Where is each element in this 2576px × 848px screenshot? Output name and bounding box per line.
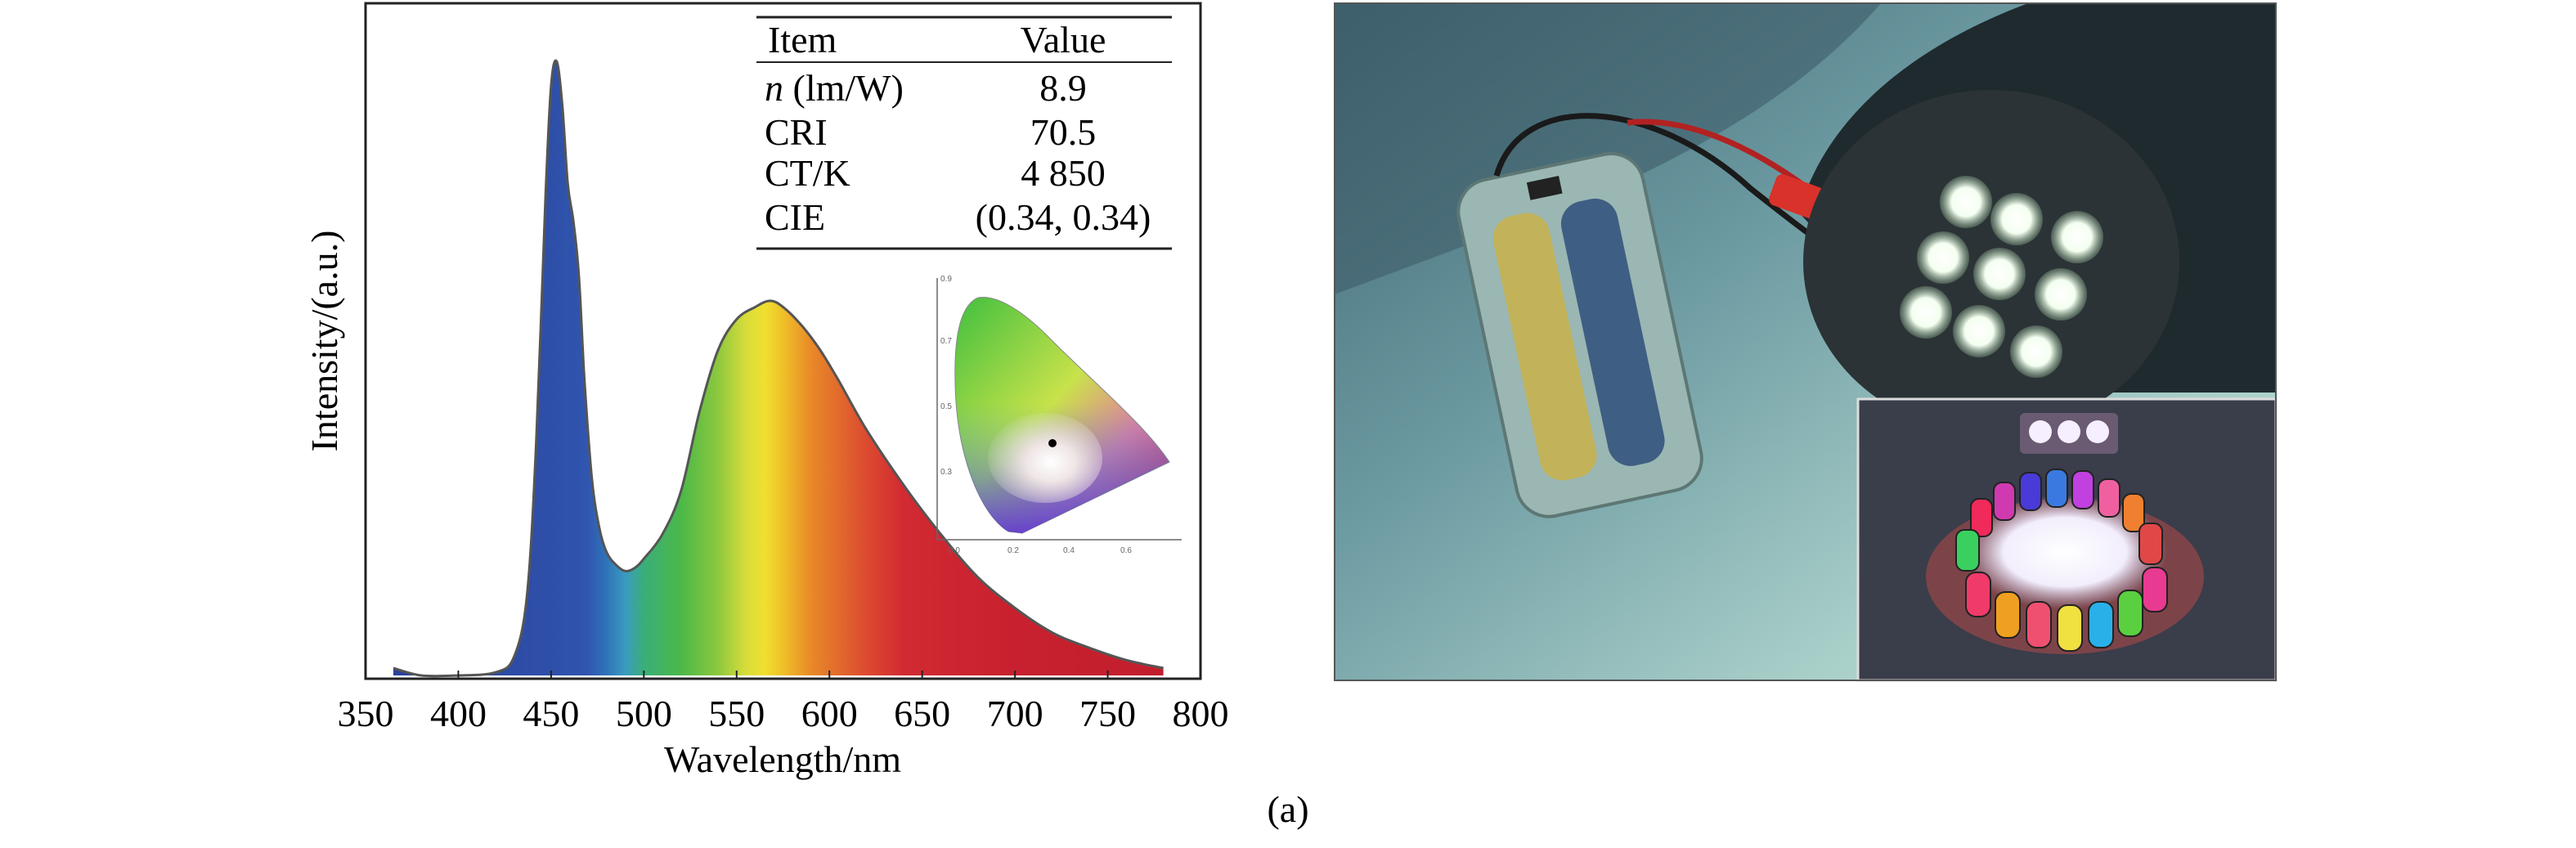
x-tick-label: 600 xyxy=(801,693,858,734)
table-header-value: Value xyxy=(1021,19,1106,61)
battery-pack-image xyxy=(1456,151,1703,518)
table-row-label-text: (lm/W) xyxy=(783,67,904,109)
x-tick-label: 800 xyxy=(1173,693,1229,734)
svg-text:0.4: 0.4 xyxy=(1063,546,1075,555)
x-tick-label: 500 xyxy=(616,693,672,734)
table-row-label: CRI xyxy=(765,111,828,153)
x-tick-label: 650 xyxy=(894,693,950,734)
led-photo xyxy=(1334,2,2278,682)
led-ring-inset-image xyxy=(1856,397,2278,682)
x-tick-label: 700 xyxy=(987,693,1043,734)
cie-point-marker xyxy=(1048,439,1057,447)
plot-frame xyxy=(364,2,1202,680)
led-board-image xyxy=(1803,90,2179,433)
table-row-value: (0.34, 0.34) xyxy=(976,196,1151,238)
x-tick-label: 550 xyxy=(708,693,765,734)
table-row-label: CT/K xyxy=(765,152,850,194)
table-row-label: CIE xyxy=(765,196,825,238)
svg-text:0.7: 0.7 xyxy=(940,337,952,346)
table-row-label-italic: n xyxy=(765,67,783,109)
x-axis-ticks: 350 400 450 500 550 600 650 700 750 800 xyxy=(338,671,1229,734)
spectrum-chart: 350 400 450 500 550 600 650 700 750 800 Wavelengt… xyxy=(303,2,1229,780)
table-row-value: 8.9 xyxy=(1039,67,1087,109)
x-tick-label: 350 xyxy=(338,693,394,734)
svg-text:0.6: 0.6 xyxy=(1120,546,1132,555)
cie-diagram-inset: 0.9 0.7 0.5 0.3 0.0 0.2 0.4 0.6 xyxy=(936,275,1182,555)
svg-text:0.2: 0.2 xyxy=(1008,546,1019,555)
table-row-value: 4 850 xyxy=(1021,152,1106,194)
x-tick-label: 450 xyxy=(523,693,579,734)
table-row-label: n (lm/W) xyxy=(765,67,904,109)
data-table: Item Value n (lm/W) 8.9 CRI 70.5 CT/K 4 … xyxy=(756,16,1172,250)
x-axis-label: Wavelength/nm xyxy=(664,738,901,780)
y-axis-label: Intensity/(a.u.) xyxy=(303,231,345,452)
x-tick-label: 400 xyxy=(430,693,487,734)
svg-text:0.5: 0.5 xyxy=(940,402,952,411)
table-header-item: Item xyxy=(768,19,837,61)
svg-text:0.3: 0.3 xyxy=(940,468,952,477)
svg-text:0.0: 0.0 xyxy=(949,546,960,555)
x-tick-label: 750 xyxy=(1079,693,1136,734)
table-row-value: 70.5 xyxy=(1030,111,1097,153)
spectrum-curve xyxy=(393,59,1164,678)
svg-text:0.9: 0.9 xyxy=(940,275,952,284)
figure-caption: (a) xyxy=(1267,788,1308,830)
spectrum-fill xyxy=(393,60,1164,676)
